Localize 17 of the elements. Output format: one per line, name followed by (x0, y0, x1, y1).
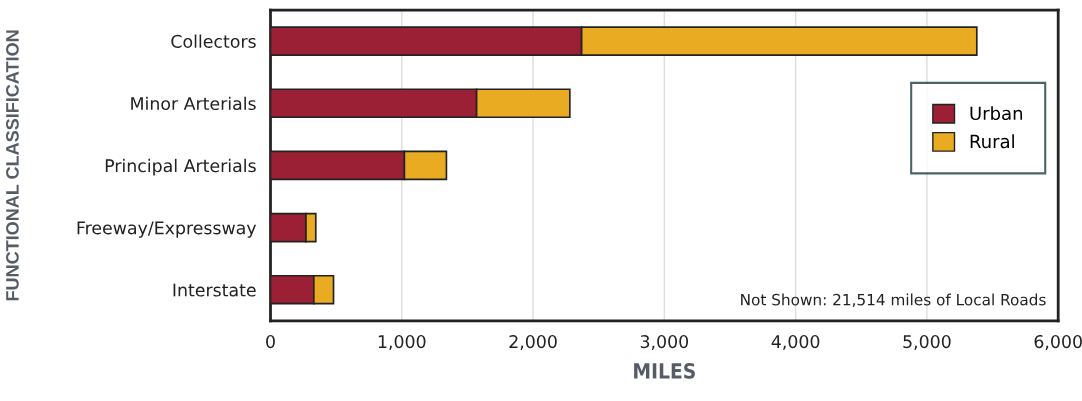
x-tick-label: 3,000 (640, 335, 689, 350)
y-tick-label: Principal Arterials (105, 158, 256, 176)
x-tick-label: 6,000 (1034, 335, 1082, 350)
x-tick-label: 4,000 (771, 335, 820, 350)
y-tick-label: Collectors (171, 34, 256, 48)
y-axis-title: FUNCTIONAL CLASSIFICATION (6, 30, 19, 301)
x-tick-label: 2,000 (509, 335, 557, 350)
x-tick-label: 5,000 (903, 335, 951, 350)
x-axis-title: MILES (634, 362, 695, 379)
x-tick-label: 0 (266, 335, 275, 349)
x-tick-label: 1,000 (378, 335, 426, 350)
annotation: Not Shown: 21,514 miles of Local Roads (741, 293, 1046, 307)
y-tick-label: Interstate (173, 283, 256, 297)
y-tick-label: Freeway/Expressway (77, 221, 257, 238)
legend-label: Urban (970, 106, 1023, 121)
legend-label: Rural (970, 134, 1014, 149)
y-tick-label: Minor Arterials (131, 96, 256, 111)
